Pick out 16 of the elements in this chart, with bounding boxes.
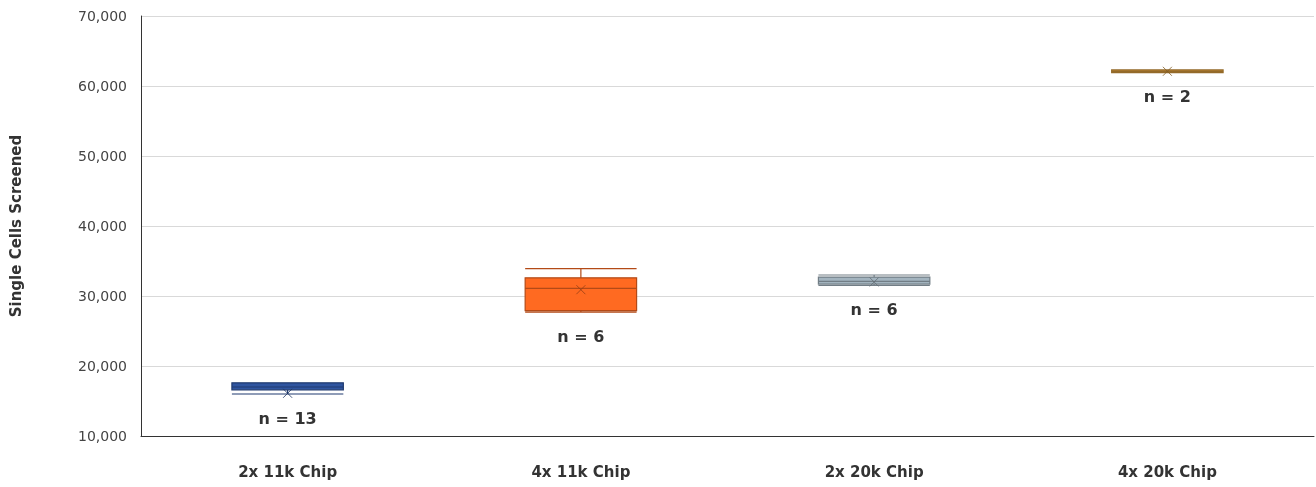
y-tick-label: 20,000	[78, 358, 127, 374]
x-tick-label: 2x 11k Chip	[238, 462, 338, 481]
y-axis-title: Single Cells Screened	[6, 134, 25, 318]
annotation: n = 13	[258, 408, 317, 428]
annotation: n = 6	[557, 326, 605, 346]
annotation: n = 2	[1143, 87, 1191, 107]
annotation: n = 6	[850, 300, 898, 319]
y-tick-label: 60,000	[78, 78, 127, 94]
y-tick-label: 30,000	[78, 288, 127, 304]
x-tick-label: 2x 20k Chip	[824, 462, 924, 481]
x-tick-label: 4x 20k Chip	[1117, 462, 1218, 481]
y-tick-label: 40,000	[78, 218, 127, 234]
y-tick-label: 50,000	[78, 148, 127, 164]
x-tick-label: 4x 11k Chip	[531, 462, 631, 481]
y-tick-label: 70,000	[78, 8, 127, 24]
y-tick-label: 10,000	[78, 428, 127, 444]
